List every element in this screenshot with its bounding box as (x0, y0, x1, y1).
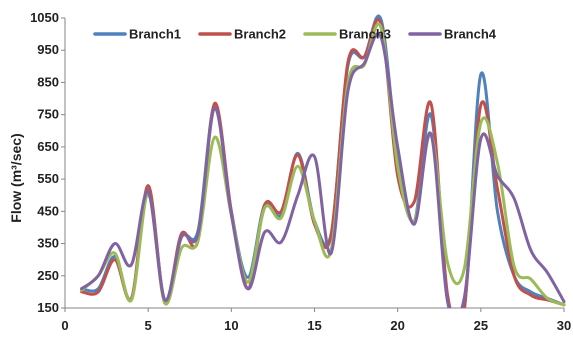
x-tick-label: 10 (224, 318, 238, 333)
x-tick-label: 15 (307, 318, 321, 333)
legend-label-branch4: Branch4 (444, 27, 497, 42)
y-tick-label: 250 (37, 268, 59, 283)
x-tick-label: 25 (474, 318, 488, 333)
y-tick-label: 350 (37, 236, 59, 251)
x-tick-label: 5 (145, 318, 152, 333)
y-tick-label: 450 (37, 203, 59, 218)
legend-label-branch1: Branch1 (129, 27, 181, 42)
legend-label-branch3: Branch3 (339, 27, 391, 42)
y-axis-ticks: 150 250 350 450 550 650 750 850 950 1050 (30, 10, 65, 315)
y-tick-label: 150 (37, 300, 59, 315)
y-tick-label: 850 (37, 74, 59, 89)
y-tick-label: 1050 (30, 10, 59, 25)
series-lines (80, 14, 566, 308)
legend: Branch1 Branch2 Branch3 Branch4 (93, 27, 497, 42)
y-tick-label: 750 (37, 107, 59, 122)
y-tick-label: 950 (37, 42, 59, 57)
legend-label-branch2: Branch2 (234, 27, 286, 42)
y-tick-label: 650 (37, 139, 59, 154)
y-axis-title: Flow (m³/sec) (8, 133, 24, 222)
x-tick-label: 20 (390, 318, 404, 333)
x-tick-label: 30 (557, 318, 571, 333)
series-line-branch4 (80, 32, 566, 308)
x-axis-ticks: 0 5 10 15 20 25 30 (61, 308, 571, 333)
y-tick-label: 550 (37, 171, 59, 186)
x-tick-label: 0 (61, 318, 68, 333)
